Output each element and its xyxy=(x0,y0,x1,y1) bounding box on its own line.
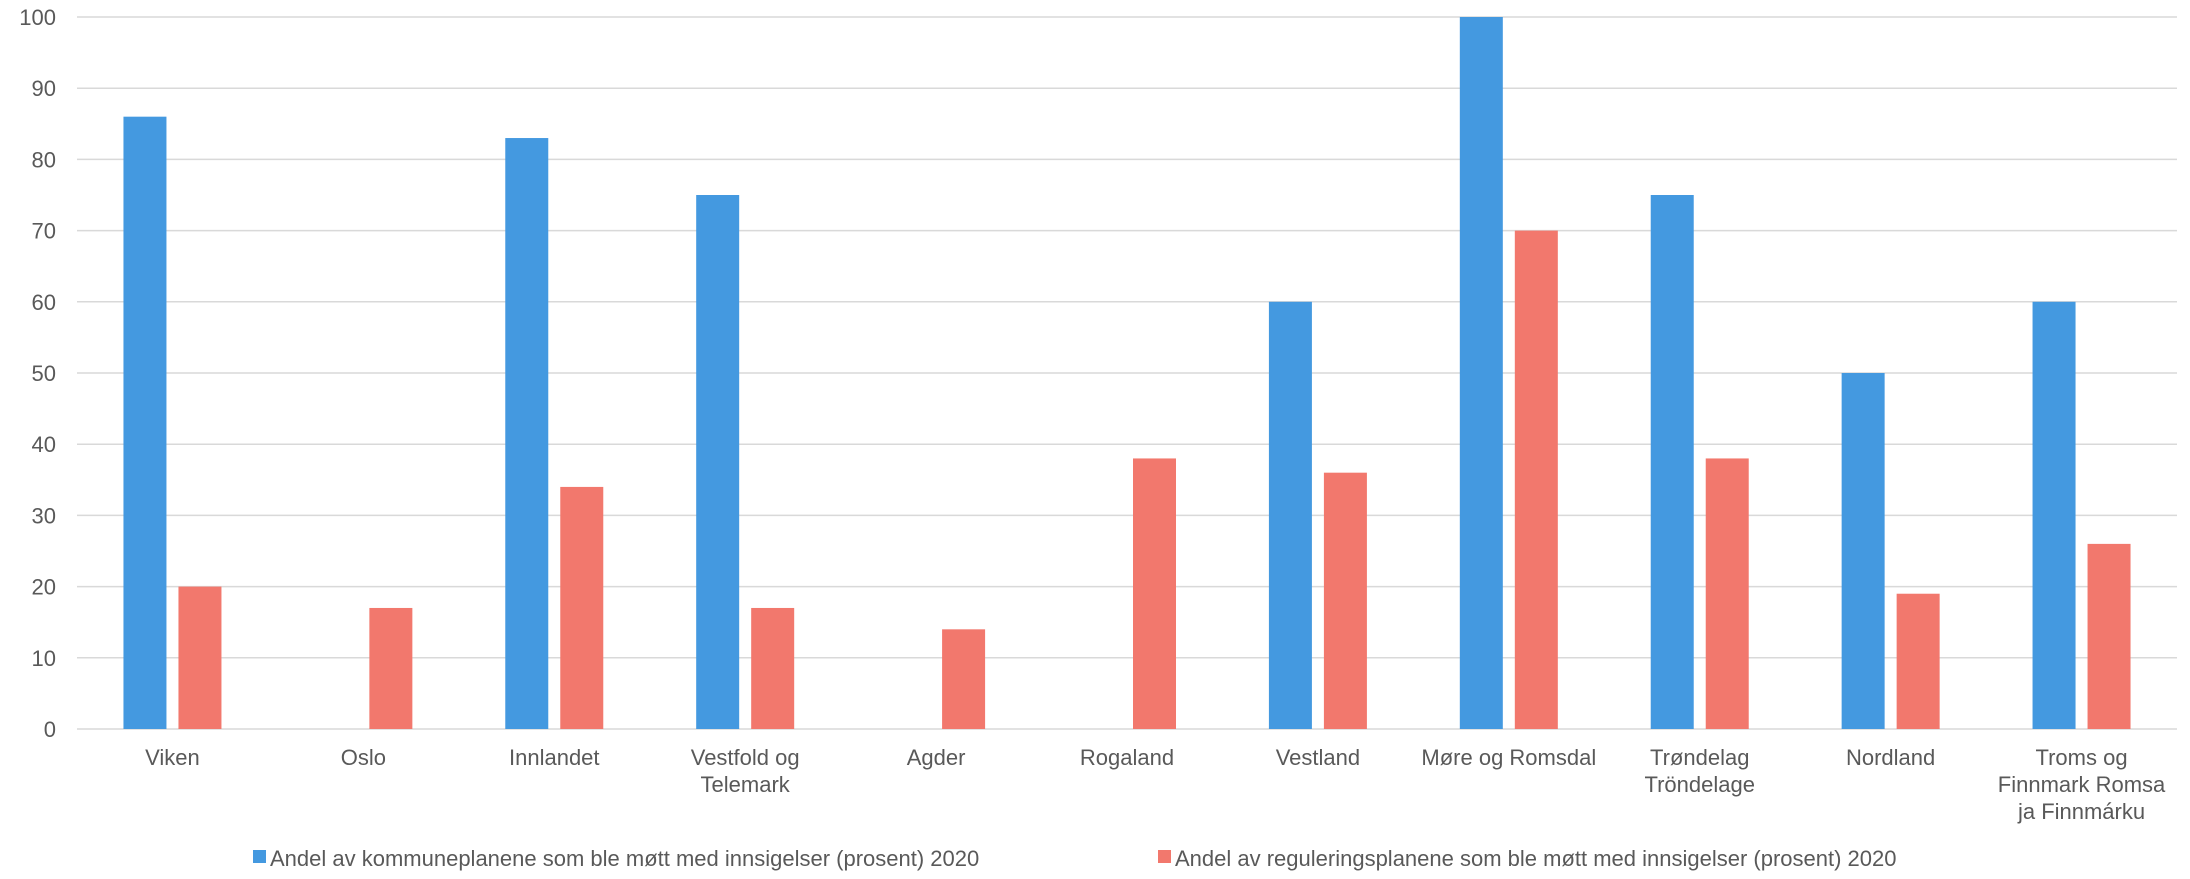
x-category-label-line: Trøndelag xyxy=(1650,745,1749,770)
x-category-label-line: Møre og Romsdal xyxy=(1421,745,1596,770)
bar-series-2 xyxy=(178,586,222,729)
legend-swatch xyxy=(1158,850,1171,863)
bar-series-1 xyxy=(1650,195,1694,729)
bar-series-2 xyxy=(1705,458,1749,729)
x-category-label-line: Tröndelage xyxy=(1644,772,1754,797)
x-category-label: Oslo xyxy=(341,745,386,770)
x-category-label: Rogaland xyxy=(1080,745,1174,770)
x-category-label: Viken xyxy=(145,745,200,770)
x-category-label: Nordland xyxy=(1846,745,1935,770)
legend: Andel av kommuneplanene som ble møtt med… xyxy=(253,846,1897,871)
bar-series-2 xyxy=(1896,593,1940,729)
legend-label: Andel av reguleringsplanene som ble møtt… xyxy=(1175,846,1897,871)
x-category-label: Møre og Romsdal xyxy=(1421,745,1596,770)
x-category-label-line: Agder xyxy=(907,745,966,770)
x-category-label-line: Nordland xyxy=(1846,745,1935,770)
x-category-label: Vestfold og Telemark xyxy=(691,745,800,797)
bar-series-2 xyxy=(2087,543,2131,729)
gridlines xyxy=(77,16,2177,730)
x-category-label-line: Viken xyxy=(145,745,200,770)
x-category-label-line: ja Finnmárku xyxy=(2017,799,2145,824)
bars xyxy=(123,17,2131,730)
bar-series-1 xyxy=(1268,301,1312,729)
y-tick-label: 60 xyxy=(32,290,56,315)
x-category-label-line: Finnmark Romsa xyxy=(1998,772,2166,797)
x-category-label: Trøndelag Tröndelage xyxy=(1644,745,1754,797)
x-category-label-line: Telemark xyxy=(701,772,791,797)
bar-series-2 xyxy=(942,629,986,729)
bar-series-2 xyxy=(1323,472,1367,729)
legend-swatch xyxy=(253,850,266,863)
bar-series-1 xyxy=(505,138,549,730)
y-tick-label: 90 xyxy=(32,76,56,101)
x-category-label: Innlandet xyxy=(509,745,600,770)
bar-series-2 xyxy=(560,486,604,729)
y-tick-label: 70 xyxy=(32,219,56,244)
x-category-label-line: Troms og xyxy=(2035,745,2127,770)
y-tick-label: 30 xyxy=(32,503,56,528)
bar-series-2 xyxy=(1133,458,1176,729)
legend-label: Andel av kommuneplanene som ble møtt med… xyxy=(270,846,979,871)
bar-series-2 xyxy=(1514,230,1558,729)
bar-series-1 xyxy=(696,195,740,729)
x-category-label-line: Rogaland xyxy=(1080,745,1174,770)
y-tick-label: 80 xyxy=(32,147,56,172)
bar-series-1 xyxy=(1459,17,1503,729)
bar-series-1 xyxy=(2032,301,2076,729)
x-category-label-line: Vestland xyxy=(1276,745,1360,770)
y-axis-ticks: 0 10 20 30 40 50 60 70 80 90 100 xyxy=(19,5,56,742)
bar-series-2 xyxy=(369,607,413,729)
x-category-label: Agder xyxy=(907,745,966,770)
x-category-label: Troms og Finnmark Romsa ja Finnmárku xyxy=(1998,745,2166,824)
bar-series-1 xyxy=(1841,373,1885,729)
x-category-label-line: Vestfold og xyxy=(691,745,800,770)
y-tick-label: 0 xyxy=(44,717,56,742)
bar-series-1 xyxy=(123,116,167,730)
y-tick-label: 50 xyxy=(32,361,56,386)
y-tick-label: 100 xyxy=(19,5,56,30)
y-tick-label: 10 xyxy=(32,646,56,671)
y-tick-label: 40 xyxy=(32,432,56,457)
x-category-label-line: Innlandet xyxy=(509,745,600,770)
y-tick-label: 20 xyxy=(32,575,56,600)
x-axis-labels: Viken Oslo Innlandet Vestfold og Telemark Agd… xyxy=(145,745,2166,824)
bar-series-2 xyxy=(751,607,795,729)
x-category-label: Vestland xyxy=(1276,745,1360,770)
x-category-label-line: Oslo xyxy=(341,745,386,770)
